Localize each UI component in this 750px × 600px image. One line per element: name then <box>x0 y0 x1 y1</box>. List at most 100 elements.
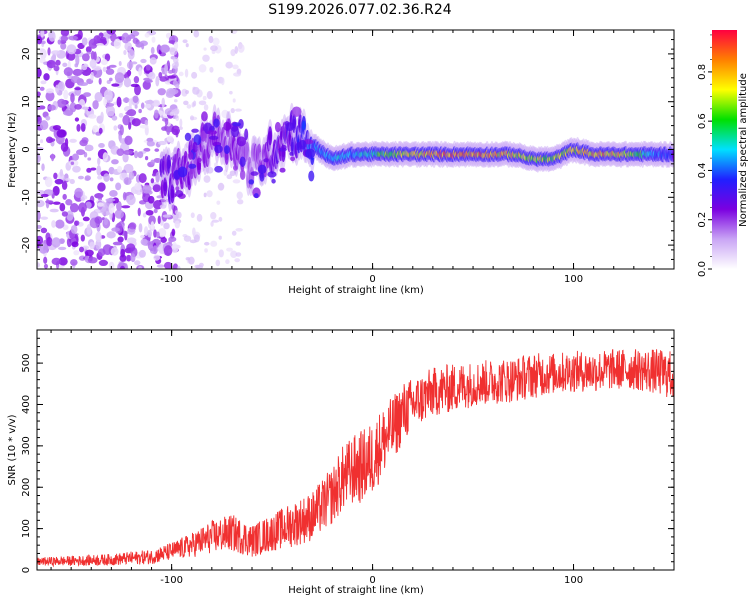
figure-title: S199.2026.077.02.36.R24 <box>268 2 451 18</box>
noise-blob <box>163 222 170 230</box>
ridge-blob <box>236 136 247 147</box>
noise-blob <box>210 212 217 220</box>
noise-blob <box>235 252 242 257</box>
noise-blob <box>151 173 157 177</box>
noise-blob <box>86 224 92 235</box>
noise-blob <box>202 54 210 62</box>
ridge-blob <box>284 120 290 127</box>
noise-blob <box>103 217 109 226</box>
noise-blob <box>88 38 98 49</box>
noise-blob <box>44 176 53 188</box>
y-tick-label: 500 <box>21 354 32 373</box>
noise-blob <box>203 175 211 183</box>
noise-blob <box>216 200 221 205</box>
noise-blob <box>37 262 41 268</box>
noise-blob <box>57 246 67 251</box>
spectrogram-y-label: Frequency (Hz) <box>7 112 18 188</box>
noise-blob <box>186 104 192 109</box>
noise-blob <box>153 109 159 119</box>
ridge-blob <box>239 169 246 180</box>
noise-blob <box>81 37 88 46</box>
noise-blob <box>113 38 122 49</box>
ridge-blob <box>305 148 316 159</box>
noise-blob <box>108 140 113 147</box>
noise-blob <box>153 229 157 238</box>
noise-blob <box>70 161 75 166</box>
noise-blob <box>56 98 67 108</box>
colorbar-tick-label: 0.4 <box>697 162 708 178</box>
noise-blob <box>143 147 151 152</box>
noise-blob <box>183 100 189 106</box>
noise-blob <box>108 203 115 214</box>
noise-blob <box>50 153 55 162</box>
noise-blob <box>153 254 161 261</box>
ridge-blob <box>281 144 287 150</box>
ridge-blob <box>213 118 220 128</box>
noise-blob <box>147 229 153 238</box>
noise-blob <box>86 167 92 173</box>
noise-blob <box>110 247 119 256</box>
noise-blob <box>134 260 141 266</box>
noise-blob <box>159 204 167 209</box>
noise-blob <box>45 88 54 94</box>
noise-blob <box>75 69 84 74</box>
ridge-blob <box>223 145 230 155</box>
noise-blob <box>90 50 95 61</box>
noise-blob <box>215 259 221 267</box>
noise-blob <box>89 241 95 250</box>
noise-blob <box>48 30 56 42</box>
noise-blob <box>145 79 153 83</box>
noise-blob <box>46 60 56 69</box>
noise-blob <box>37 153 41 164</box>
noise-blob <box>99 36 107 43</box>
noise-blob <box>94 91 103 103</box>
noise-blob <box>84 249 94 257</box>
noise-blob <box>132 95 139 103</box>
noise-blob <box>40 193 49 198</box>
noise-blob <box>217 182 225 191</box>
noise-blob <box>235 227 243 232</box>
noise-blob <box>97 157 101 166</box>
noise-blob <box>162 214 171 218</box>
noise-blob <box>40 216 49 220</box>
ridge-blob <box>244 128 249 141</box>
noise-blob <box>73 250 80 256</box>
noise-blob <box>74 187 83 199</box>
noise-blob <box>144 103 152 109</box>
noise-blob <box>171 125 180 136</box>
y-tick-label: -10 <box>21 189 32 205</box>
noise-blob <box>190 212 195 219</box>
ridge-blob <box>223 121 231 131</box>
noise-blob <box>140 238 148 246</box>
ridge-blob <box>257 164 267 175</box>
noise-blob <box>171 62 179 69</box>
noise-blob <box>218 216 223 222</box>
noise-blob <box>128 98 132 109</box>
noise-blob <box>122 114 131 126</box>
noise-blob <box>237 43 245 53</box>
noise-blob <box>168 70 174 74</box>
noise-blob <box>92 100 99 110</box>
y-tick-label: 400 <box>21 395 32 414</box>
noise-blob <box>111 83 120 87</box>
noise-blob <box>179 118 183 128</box>
x-tick-label: 100 <box>564 575 583 586</box>
noise-blob <box>150 159 156 165</box>
noise-blob <box>48 138 56 142</box>
noise-blob <box>163 261 173 269</box>
noise-blob <box>82 53 90 62</box>
noise-blob <box>229 90 233 95</box>
noise-blob <box>121 205 131 209</box>
spectrogram-heatmap <box>37 30 674 269</box>
noise-blob <box>102 152 109 162</box>
noise-blob <box>41 163 45 172</box>
noise-blob <box>52 124 61 131</box>
noise-blob <box>166 127 171 136</box>
noise-blob <box>152 184 161 193</box>
noise-blob <box>144 32 150 38</box>
noise-blob <box>51 220 56 228</box>
ridge-blob <box>208 135 219 140</box>
noise-blob <box>198 100 207 106</box>
noise-blob <box>168 40 176 44</box>
